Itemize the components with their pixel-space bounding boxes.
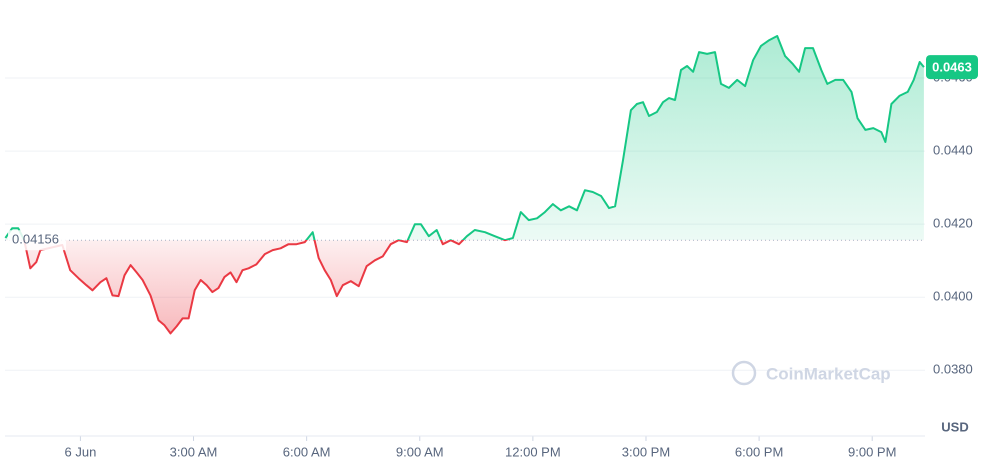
x-tick-label: 6:00 AM (283, 444, 331, 459)
x-tick-label: 12:00 PM (505, 444, 561, 459)
y-tick-label: 0.0400 (933, 289, 973, 304)
watermark: CoinMarketCap (766, 364, 891, 383)
current-price-label: 0.0463 (932, 60, 972, 75)
y-tick-label: 0.0420 (933, 216, 973, 231)
x-tick-label: 3:00 AM (170, 444, 218, 459)
x-tick-label: 3:00 PM (622, 444, 670, 459)
currency: USD (941, 419, 968, 434)
x-tick-label: 9:00 PM (848, 444, 896, 459)
area (5, 36, 924, 334)
overlay: CoinMarketCap USD 0.04156 0.0463 (8, 55, 978, 434)
y-tick-label: 0.0440 (933, 143, 973, 158)
x-tick-label: 6 Jun (65, 444, 97, 459)
plot (4, 35, 925, 335)
x-tick-label: 9:00 AM (396, 444, 444, 459)
baseline-label-bg (8, 230, 66, 251)
x-tick-label: 6:00 PM (735, 444, 783, 459)
baseline-label: 0.04156 (12, 232, 59, 247)
watermark-logo (731, 360, 757, 386)
y-tick-label: 0.0380 (933, 362, 973, 377)
price-line (4, 35, 925, 335)
current-price-bg (926, 55, 978, 80)
